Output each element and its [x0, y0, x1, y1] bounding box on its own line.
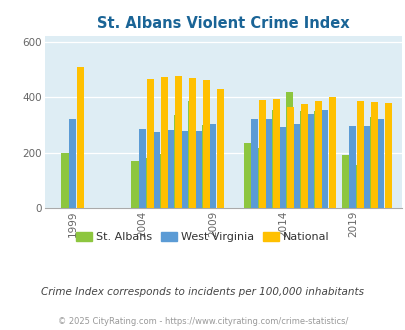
Bar: [243, 143, 250, 208]
Bar: [286, 107, 293, 208]
Bar: [377, 119, 384, 208]
Bar: [314, 101, 321, 208]
Bar: [257, 148, 264, 208]
Bar: [348, 126, 356, 208]
Bar: [384, 103, 391, 208]
Bar: [356, 101, 363, 208]
Bar: [131, 161, 138, 208]
Bar: [279, 127, 286, 208]
Bar: [201, 125, 208, 208]
Bar: [61, 152, 68, 208]
Text: Crime Index corresponds to incidents per 100,000 inhabitants: Crime Index corresponds to incidents per…: [41, 287, 364, 297]
Bar: [202, 80, 209, 208]
Bar: [77, 67, 84, 208]
Bar: [195, 131, 202, 208]
Bar: [188, 78, 196, 208]
Bar: [362, 126, 369, 208]
Bar: [139, 129, 146, 208]
Bar: [292, 124, 300, 208]
Bar: [167, 130, 174, 208]
Legend: St. Albans, West Virginia, National: St. Albans, West Virginia, National: [72, 228, 333, 247]
Bar: [285, 92, 292, 208]
Bar: [145, 158, 152, 208]
Bar: [187, 101, 194, 208]
Title: St. Albans Violent Crime Index: St. Albans Violent Crime Index: [97, 16, 349, 31]
Bar: [173, 115, 180, 208]
Bar: [209, 124, 216, 208]
Bar: [272, 99, 279, 208]
Bar: [341, 155, 348, 208]
Bar: [159, 154, 166, 208]
Bar: [307, 114, 313, 208]
Bar: [300, 104, 307, 208]
Bar: [175, 77, 181, 208]
Bar: [271, 110, 278, 208]
Bar: [147, 79, 153, 208]
Bar: [216, 89, 224, 208]
Text: © 2025 CityRating.com - https://www.cityrating.com/crime-statistics/: © 2025 CityRating.com - https://www.city…: [58, 317, 347, 326]
Bar: [181, 131, 188, 208]
Bar: [153, 132, 160, 208]
Bar: [369, 116, 376, 208]
Bar: [69, 119, 76, 208]
Bar: [370, 102, 377, 208]
Bar: [264, 119, 272, 208]
Bar: [251, 119, 258, 208]
Bar: [299, 111, 306, 208]
Bar: [328, 97, 335, 208]
Bar: [320, 111, 328, 208]
Bar: [258, 100, 265, 208]
Bar: [313, 111, 320, 208]
Bar: [355, 165, 362, 208]
Bar: [160, 77, 168, 208]
